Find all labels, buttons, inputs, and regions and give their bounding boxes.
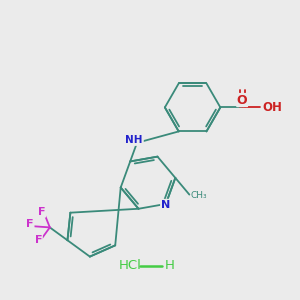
Text: NH: NH (125, 135, 143, 145)
Text: F: F (35, 235, 42, 245)
Text: OH: OH (262, 101, 282, 114)
Text: F: F (26, 219, 34, 229)
Text: O: O (237, 94, 248, 106)
Text: H: H (165, 260, 175, 272)
Text: F: F (38, 207, 46, 217)
Text: CH₃: CH₃ (190, 191, 207, 200)
Text: HCl: HCl (119, 260, 142, 272)
Text: N: N (161, 200, 170, 210)
